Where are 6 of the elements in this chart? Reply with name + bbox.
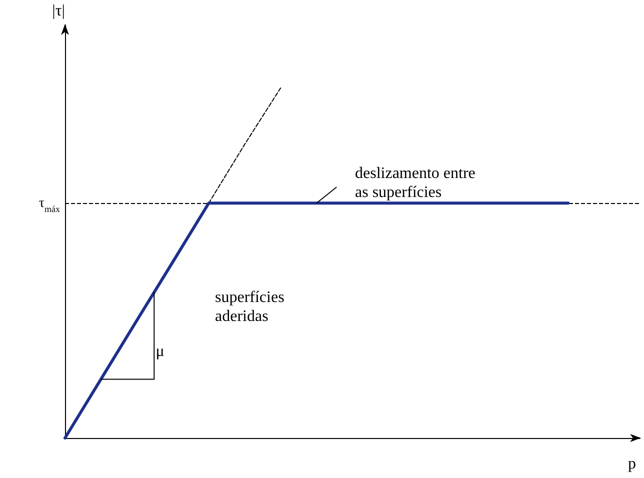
ref-line-label: τ$_{máx}$ (38, 196, 60, 214)
x-axis-title: p (628, 456, 636, 472)
annotation: μ (156, 343, 164, 360)
annotation: deslizamento entre as superfícies (355, 165, 476, 201)
y-axis-title: |τ| (52, 2, 65, 20)
annotation: superfícies aderidas (215, 289, 284, 325)
